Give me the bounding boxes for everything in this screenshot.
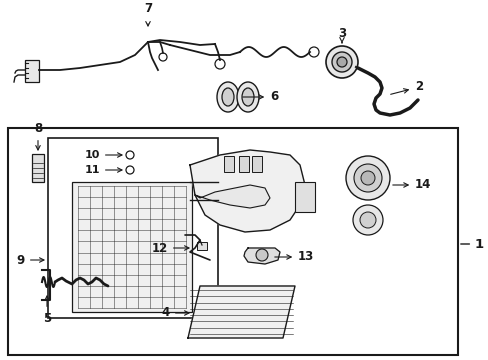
Polygon shape — [244, 248, 280, 264]
Bar — [8, 128, 457, 355]
Circle shape — [353, 164, 381, 192]
Text: 11: 11 — [84, 165, 122, 175]
Circle shape — [331, 52, 351, 72]
Text: 4: 4 — [162, 306, 188, 320]
Text: 6: 6 — [242, 90, 278, 104]
Bar — [224, 156, 234, 172]
Ellipse shape — [242, 88, 253, 106]
Text: 3: 3 — [337, 27, 346, 40]
Circle shape — [325, 46, 357, 78]
Text: 8: 8 — [34, 122, 42, 150]
Text: 13: 13 — [274, 251, 314, 264]
Text: 14: 14 — [392, 179, 430, 192]
Bar — [251, 156, 262, 172]
Bar — [32, 154, 44, 182]
Polygon shape — [195, 185, 269, 208]
Text: 1: 1 — [460, 238, 483, 251]
Polygon shape — [187, 286, 294, 338]
Circle shape — [336, 57, 346, 67]
Text: 12: 12 — [151, 242, 188, 255]
Circle shape — [359, 212, 375, 228]
Bar — [25, 60, 39, 82]
Circle shape — [256, 249, 267, 261]
Text: 5: 5 — [43, 296, 51, 325]
Text: 10: 10 — [84, 150, 122, 160]
Ellipse shape — [237, 82, 259, 112]
Bar — [72, 182, 192, 312]
Bar — [294, 182, 314, 212]
Bar — [48, 138, 218, 318]
Text: 2: 2 — [390, 81, 422, 94]
Circle shape — [360, 171, 374, 185]
Circle shape — [346, 156, 389, 200]
Polygon shape — [190, 150, 305, 232]
Bar — [239, 156, 248, 172]
Ellipse shape — [217, 82, 239, 112]
Bar — [197, 242, 206, 250]
Text: 9: 9 — [17, 253, 44, 266]
Circle shape — [352, 205, 382, 235]
Text: 7: 7 — [143, 2, 152, 15]
Ellipse shape — [222, 88, 234, 106]
